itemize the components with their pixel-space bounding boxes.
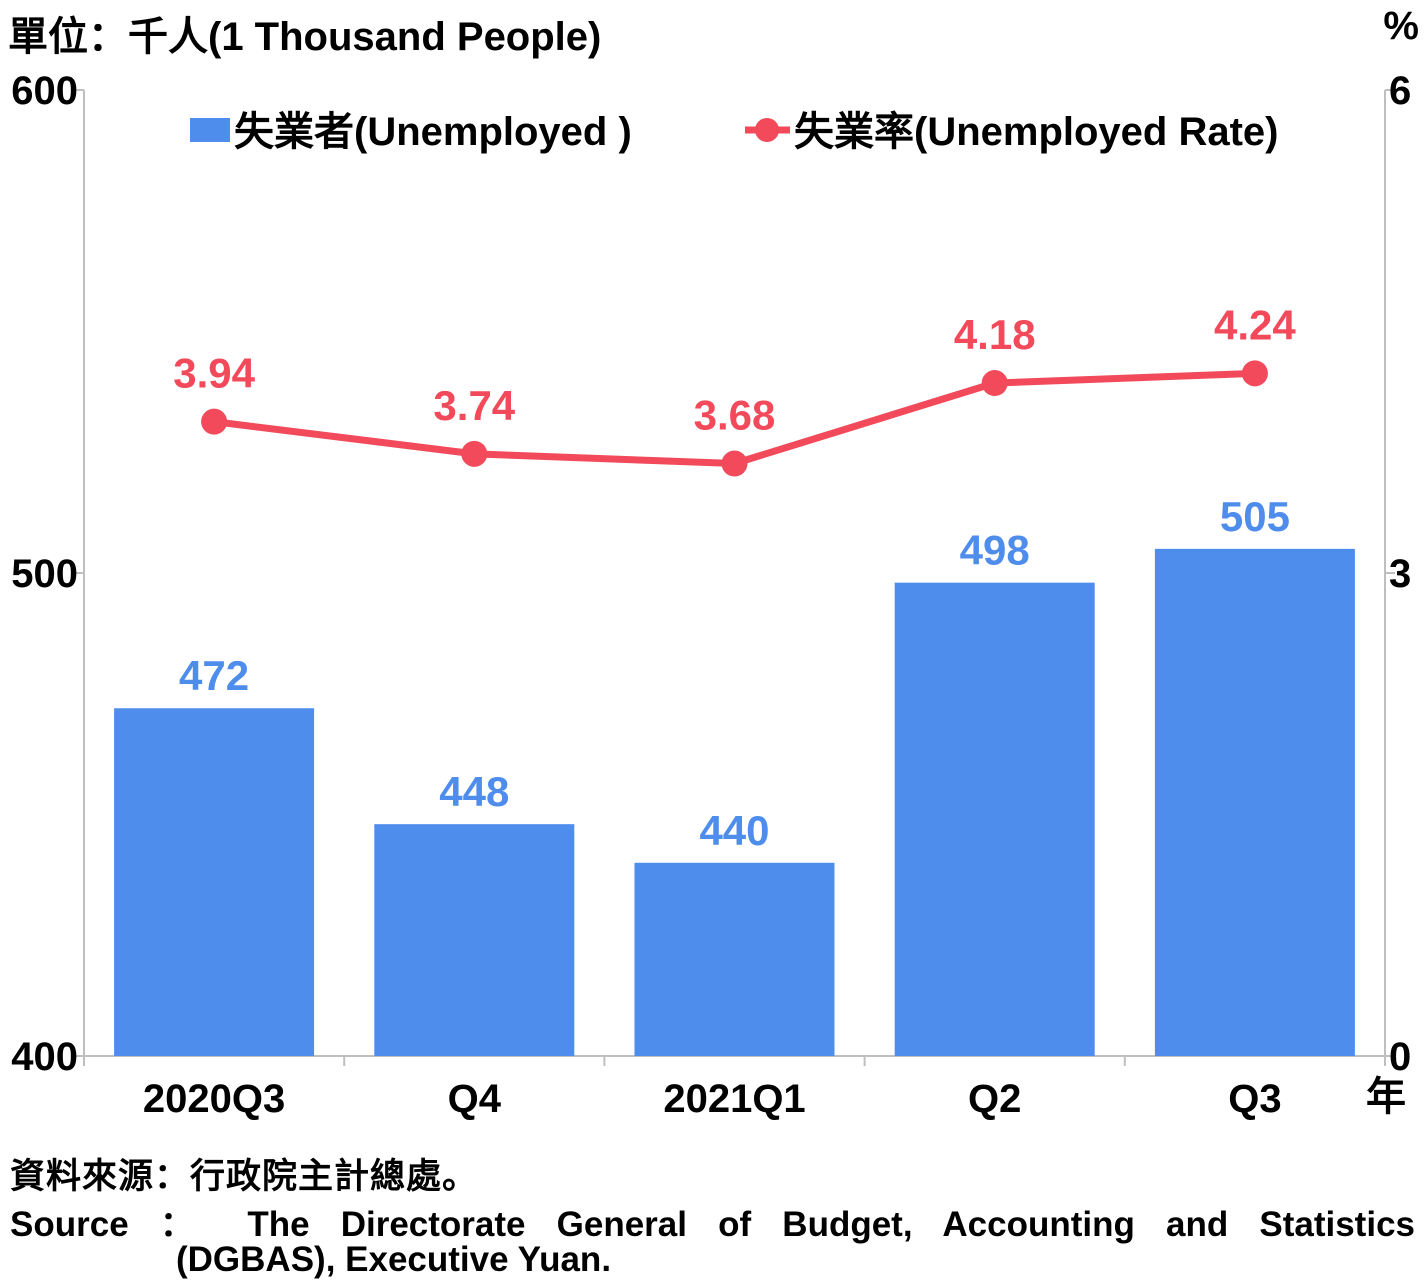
rate-value-label: 3.74 (433, 382, 515, 429)
rate-point (201, 408, 228, 435)
combo-chart: 400 500 600 0 3 6 2020Q3 Q4 2021Q1 Q2 Q3 年 472 448 44… (11, 69, 1411, 1121)
x-category-label: Q4 (448, 1077, 502, 1121)
rate-value-label: 3.94 (173, 350, 255, 397)
legend-bar-label: 失業者(Unemployed ) (234, 110, 632, 154)
rate-value-label: 3.68 (694, 392, 776, 439)
x-category-label: Q3 (1228, 1077, 1281, 1121)
legend-bar-swatch (190, 118, 230, 142)
bar (1154, 548, 1355, 1056)
bar (894, 582, 1095, 1056)
right-tick-label: 6 (1389, 69, 1411, 113)
rate-point (1241, 360, 1268, 387)
legend-line-label: 失業率(Unemployed Rate) (794, 110, 1279, 154)
rate-value-label: 4.24 (1214, 301, 1296, 348)
x-axis-unit-label: 年 (1366, 1075, 1406, 1119)
bar-value-label: 498 (960, 527, 1030, 574)
legend-line-marker (755, 118, 779, 142)
chart-axes: 400 500 600 0 3 6 2020Q3 Q4 2021Q1 Q2 Q3 年 (11, 69, 1411, 1121)
bar-value-label: 448 (439, 768, 509, 815)
bar-value-label: 472 (179, 652, 249, 699)
rate-point (981, 370, 1008, 397)
bar-series: 472 448 440 498 505 (114, 493, 1355, 1056)
source-chinese: 資料來源：行政院主計總處。 (10, 1157, 479, 1196)
rate-value-label: 4.18 (954, 311, 1036, 358)
right-tick-label: 3 (1389, 552, 1411, 596)
bar (634, 862, 835, 1056)
left-axis-unit: 單位：千人(1 Thousand People) (8, 15, 602, 59)
right-axis-unit: % (1383, 4, 1419, 48)
bar-value-label: 440 (699, 807, 769, 854)
rate-point (461, 440, 488, 467)
bar (114, 708, 315, 1056)
left-tick-label: 400 (11, 1035, 78, 1079)
left-tick-label: 600 (11, 69, 78, 113)
bar (374, 824, 575, 1056)
bar-value-label: 505 (1220, 493, 1290, 540)
source-english-continued: (DGBAS), Executive Yuan. (176, 1240, 612, 1279)
source-english: Source ： The Directorate General of Budg… (10, 1205, 1415, 1244)
right-tick-label: 0 (1389, 1035, 1411, 1079)
x-category-label: 2020Q3 (143, 1077, 285, 1121)
rate-point (721, 450, 748, 477)
line-series: 3.94 3.74 3.68 4.18 4.24 (173, 301, 1296, 477)
x-category-label: 2021Q1 (663, 1077, 805, 1121)
left-tick-label: 500 (11, 552, 78, 596)
chart-legend: 失業者(Unemployed ) 失業率(Unemployed Rate) (190, 110, 1279, 154)
x-category-label: Q2 (968, 1077, 1021, 1121)
